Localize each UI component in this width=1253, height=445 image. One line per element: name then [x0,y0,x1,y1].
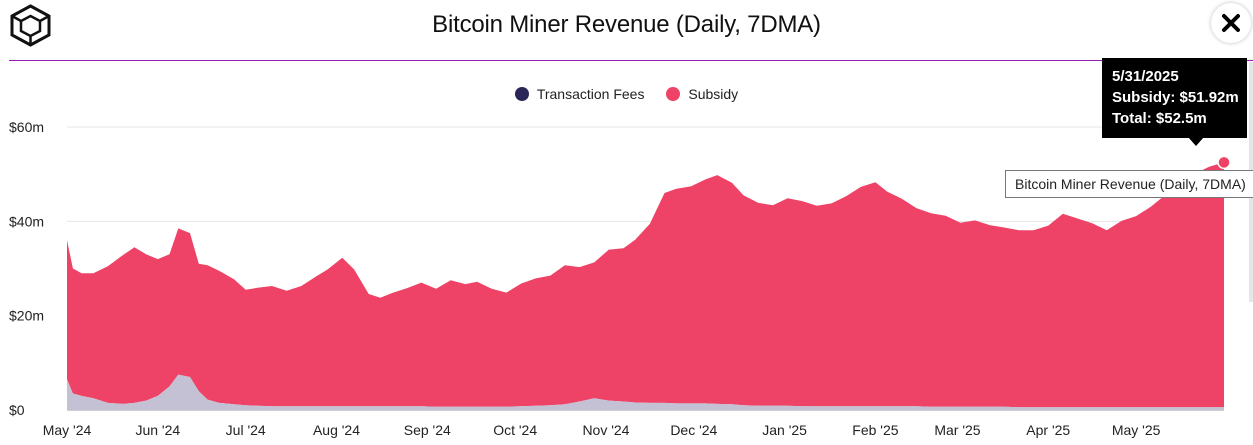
y-tick-label: $40m [9,213,44,229]
chart-title: Bitcoin Miner Revenue (Daily, 7DMA) [432,11,821,38]
tooltip-date: 5/31/2025 [1112,68,1179,85]
transaction-fees-area [67,374,1224,410]
legend-swatch-transaction-fees [514,87,529,101]
cube-logo-icon [10,4,51,47]
legend-swatch-subsidy [666,87,681,101]
hover-title-label: Bitcoin Miner Revenue (Daily, 7DMA) [1005,170,1253,198]
legend-item-transaction-fees[interactable]: Transaction Fees [514,86,645,102]
x-tick-label: Dec '24 [670,422,717,438]
x-tick-label: Sep '24 [404,422,451,438]
tooltip-arrow [1188,137,1204,146]
x-tick-label: Aug '24 [313,422,360,438]
x-tick-label: Oct '24 [493,422,537,438]
y-tick-label: $0 [9,402,25,418]
close-icon [1222,14,1240,32]
x-tick-label: Nov '24 [582,422,629,438]
y-tick-label: $20m [9,308,44,324]
legend-label-transaction-fees: Transaction Fees [536,86,645,102]
x-tick-label: Feb '25 [852,422,898,438]
subsidy-area [67,162,1224,408]
x-tick-label: Jul '24 [226,422,266,438]
tooltip-total: Total: $52.5m [1112,110,1207,127]
y-tick-label: $60m [9,119,44,135]
x-tick-label: May '25 [1112,422,1161,438]
chart-tooltip: 5/31/2025 Subsidy: $51.92m Total: $52.5m [1102,58,1247,138]
x-tick-label: Apr '25 [1026,422,1070,438]
chart-legend: Transaction Fees Subsidy [0,86,1253,104]
tooltip-subsidy: Subsidy: $51.92m [1112,89,1239,106]
x-tick-label: Jun '24 [135,422,180,438]
x-tick-label: Mar '25 [934,422,980,438]
x-tick-label: May '24 [43,422,92,438]
legend-item-subsidy[interactable]: Subsidy [666,86,738,102]
x-tick-label: Jan '25 [762,422,807,438]
tooltip-point-marker [1217,155,1231,170]
close-button[interactable] [1211,3,1251,43]
legend-label-subsidy: Subsidy [688,86,739,102]
title-divider [9,60,1253,61]
